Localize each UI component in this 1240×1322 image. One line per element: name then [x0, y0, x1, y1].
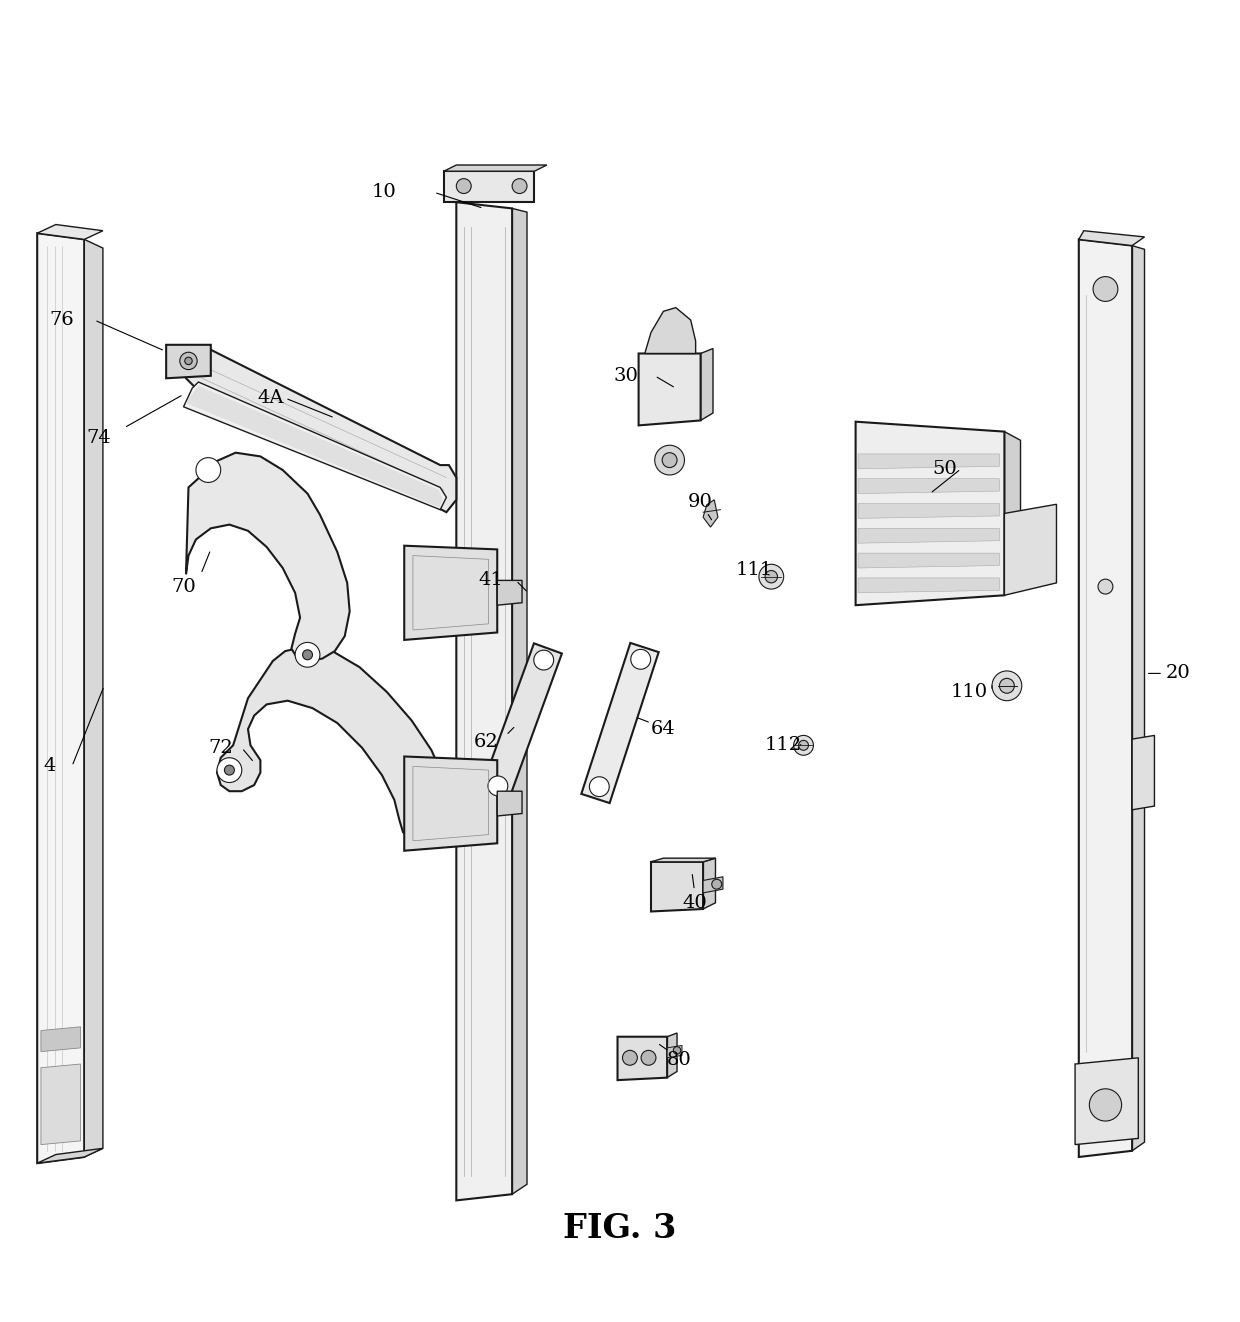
Polygon shape [444, 172, 534, 202]
Polygon shape [184, 382, 446, 510]
Circle shape [631, 649, 651, 669]
Text: 72: 72 [208, 739, 233, 756]
Polygon shape [701, 349, 713, 420]
Text: 41: 41 [479, 571, 503, 590]
Circle shape [622, 1051, 637, 1066]
Circle shape [295, 642, 320, 668]
Circle shape [1094, 276, 1118, 301]
Bar [480, 644, 562, 802]
Text: 62: 62 [474, 732, 498, 751]
Polygon shape [37, 225, 103, 239]
Polygon shape [41, 1064, 81, 1145]
Circle shape [303, 650, 312, 660]
Polygon shape [186, 349, 456, 512]
Circle shape [456, 178, 471, 193]
Circle shape [992, 672, 1022, 701]
Polygon shape [1079, 231, 1145, 246]
Circle shape [662, 452, 677, 468]
Text: 110: 110 [951, 683, 988, 701]
Polygon shape [186, 452, 350, 661]
Text: 112: 112 [765, 736, 802, 755]
Polygon shape [456, 202, 512, 1200]
Text: 40: 40 [682, 894, 707, 912]
Polygon shape [645, 308, 696, 353]
Circle shape [417, 828, 427, 837]
Polygon shape [703, 876, 723, 892]
Text: 90: 90 [688, 493, 713, 512]
Polygon shape [667, 1046, 682, 1058]
Text: 30: 30 [614, 366, 639, 385]
Polygon shape [1132, 735, 1154, 810]
Polygon shape [856, 422, 1004, 605]
Polygon shape [667, 1032, 677, 1077]
Polygon shape [404, 756, 497, 851]
Circle shape [765, 571, 777, 583]
Polygon shape [166, 345, 211, 378]
Text: 10: 10 [372, 184, 397, 201]
Circle shape [799, 740, 808, 751]
Circle shape [673, 1047, 681, 1054]
Polygon shape [404, 546, 497, 640]
Circle shape [489, 776, 508, 796]
Circle shape [589, 777, 609, 797]
Circle shape [1099, 579, 1114, 594]
Polygon shape [512, 209, 527, 1194]
Polygon shape [639, 353, 701, 426]
Text: 50: 50 [932, 460, 957, 477]
Text: 111: 111 [735, 562, 773, 579]
Text: 70: 70 [171, 578, 196, 596]
Polygon shape [651, 862, 703, 911]
Polygon shape [858, 479, 999, 493]
Polygon shape [858, 553, 999, 568]
Polygon shape [217, 646, 449, 843]
Circle shape [185, 357, 192, 365]
Text: 76: 76 [50, 311, 74, 329]
Circle shape [217, 758, 242, 783]
Polygon shape [186, 386, 443, 508]
Polygon shape [37, 233, 84, 1163]
Polygon shape [703, 858, 715, 910]
Polygon shape [651, 858, 715, 862]
Text: 4: 4 [43, 758, 56, 776]
Polygon shape [703, 500, 718, 527]
Text: 20: 20 [1166, 665, 1190, 682]
Text: 64: 64 [651, 720, 676, 738]
Circle shape [712, 879, 722, 890]
Polygon shape [41, 1027, 81, 1051]
Circle shape [409, 820, 434, 845]
Polygon shape [1004, 504, 1056, 595]
Circle shape [794, 735, 813, 755]
Circle shape [180, 352, 197, 370]
Text: 80: 80 [667, 1051, 692, 1069]
Circle shape [655, 446, 684, 475]
Text: FIG. 3: FIG. 3 [563, 1212, 677, 1245]
Text: 74: 74 [87, 428, 112, 447]
Text: 4A: 4A [257, 389, 284, 407]
Circle shape [999, 678, 1014, 693]
Circle shape [641, 1051, 656, 1066]
Circle shape [224, 765, 234, 775]
Circle shape [1090, 1089, 1121, 1121]
Circle shape [512, 178, 527, 193]
Polygon shape [497, 791, 522, 816]
Polygon shape [444, 165, 547, 172]
Polygon shape [618, 1036, 667, 1080]
Bar [582, 642, 658, 802]
Polygon shape [497, 580, 522, 605]
Circle shape [196, 457, 221, 483]
Polygon shape [1079, 239, 1132, 1157]
Polygon shape [1004, 431, 1021, 595]
Polygon shape [84, 239, 103, 1157]
Polygon shape [858, 529, 999, 543]
Polygon shape [858, 504, 999, 518]
Polygon shape [858, 578, 999, 592]
Polygon shape [858, 453, 999, 469]
Circle shape [759, 564, 784, 590]
Polygon shape [37, 1149, 103, 1163]
Circle shape [533, 650, 553, 670]
Polygon shape [1132, 246, 1145, 1150]
Polygon shape [1075, 1058, 1138, 1145]
